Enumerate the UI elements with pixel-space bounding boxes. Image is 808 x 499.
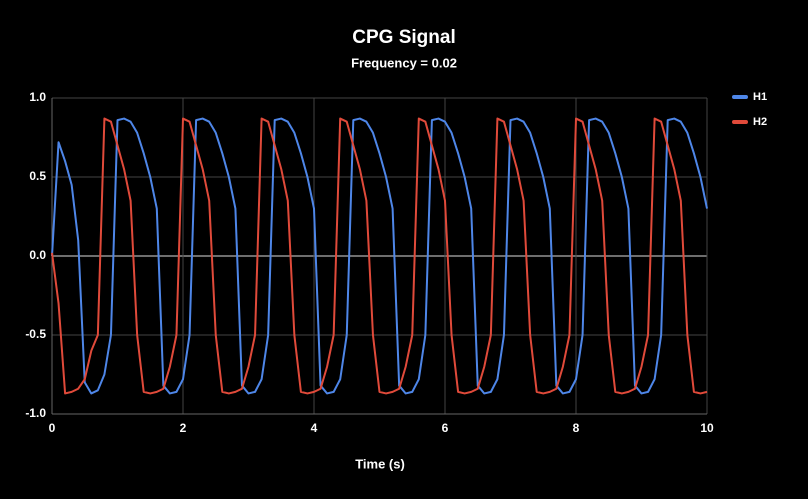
line-series xyxy=(51,117,708,395)
x-axis-label: Time (s) xyxy=(355,456,405,471)
chart-title: CPG Signal xyxy=(352,27,455,48)
x-tick-label: 4 xyxy=(311,421,318,435)
y-tick-label: 1.0 xyxy=(29,90,46,104)
x-tick-label: 10 xyxy=(700,421,714,435)
legend-label: H2 xyxy=(753,116,767,128)
x-tick-label: 2 xyxy=(180,421,187,435)
y-tick-label: -1.0 xyxy=(25,406,46,420)
y-tick-label: 0.5 xyxy=(29,169,46,183)
x-tick-label: 6 xyxy=(442,421,449,435)
line-series xyxy=(51,117,708,395)
y-tick-label: 0.0 xyxy=(29,248,46,262)
chart-subtitle: Frequency = 0.02 xyxy=(351,55,457,70)
y-tick-label: -0.5 xyxy=(25,327,46,341)
x-tick-label: 0 xyxy=(49,421,56,435)
legend-label: H1 xyxy=(753,91,767,103)
x-tick-label: 8 xyxy=(573,421,580,435)
